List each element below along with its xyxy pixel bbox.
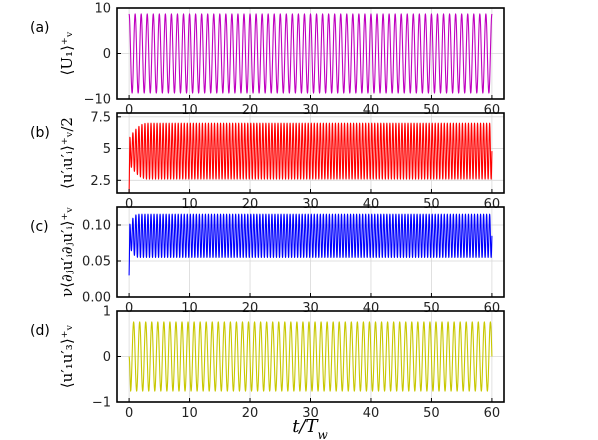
- y-tick-label: 0: [103, 47, 111, 62]
- x-tick-label: 60: [484, 406, 501, 421]
- y-tick-label: −10: [84, 93, 111, 108]
- x-tick-label: 30: [302, 406, 319, 421]
- x-tick-label: 50: [423, 301, 440, 316]
- x-tick-label: 50: [423, 103, 440, 118]
- y-tick-label: 2.5: [90, 174, 111, 189]
- panel-label: (c): [30, 219, 49, 235]
- panel-d: 0 10 20 30 40 50 60 −1 0 1 (d) ⟨u′₁u′₃⟩⁺ᵥ: [30, 305, 505, 421]
- x-tick-label: 50: [423, 197, 440, 212]
- x-tick-label: 20: [242, 103, 259, 118]
- x-tick-label: 10: [181, 197, 198, 212]
- x-tick-label: 50: [423, 406, 440, 421]
- panel-label: (d): [30, 323, 50, 339]
- x-tick-label: 20: [242, 301, 259, 316]
- x-tick-label: 30: [302, 103, 319, 118]
- y-axis-label: ⟨U₁⟩⁺ᵥ: [58, 31, 76, 75]
- series-line-0: [128, 122, 493, 194]
- x-tick-label: 20: [242, 406, 259, 421]
- y-tick-label: 0: [103, 350, 111, 365]
- x-tick-label: 20: [242, 197, 259, 212]
- x-tick-label: 0: [125, 406, 133, 421]
- x-axis-label: t/Tw: [292, 416, 328, 440]
- series-line-0: [128, 213, 493, 276]
- x-tick-label: 40: [363, 103, 380, 118]
- panel-label: (b): [30, 125, 50, 141]
- y-tick-label: 0.00: [82, 291, 111, 306]
- panel-a: 0 10 20 30 40 50 60 −10 0 10 (a) ⟨U₁⟩⁺ᵥ: [30, 2, 505, 118]
- y-tick-label: 10: [94, 2, 111, 17]
- y-tick-label: 1: [103, 305, 111, 320]
- x-tick-label: 10: [181, 301, 198, 316]
- x-tick-label: 40: [363, 301, 380, 316]
- y-tick-label: −1: [92, 396, 111, 411]
- panel-c: 0 10 20 30 40 50 60 0.00 0.05 0.10 (c) ν⟨∂ⱼu′ᵢ∂ⱼu′ᵢ…: [30, 206, 505, 316]
- y-axis-label: ⟨u′ᵢu′ᵢ⟩⁺ᵥ/2: [58, 117, 76, 189]
- x-tick-label: 10: [181, 103, 198, 118]
- x-tick-label: 40: [363, 406, 380, 421]
- x-tick-label: 0: [125, 197, 133, 212]
- panel-b: 0 10 20 30 40 50 60 2.5 5 7.5 (b) ⟨u′ᵢu′ᵢ⟩⁺ᵥ/2: [30, 110, 505, 212]
- y-tick-label: 0.05: [82, 255, 111, 270]
- x-tick-label: 30: [302, 197, 319, 212]
- y-axis-label: ν⟨∂ⱼu′ᵢ∂ⱼu′ᵢ⟩⁺ᵥ: [58, 207, 76, 297]
- x-tick-label: 60: [484, 103, 501, 118]
- series-line-0: [128, 13, 493, 94]
- panel-label: (a): [30, 20, 50, 36]
- x-tick-label: 0: [125, 103, 133, 118]
- y-tick-label: 5: [103, 142, 111, 157]
- x-tick-label: 0: [125, 301, 133, 316]
- y-tick-label: 7.5: [90, 110, 111, 125]
- series-line-0: [128, 321, 493, 392]
- x-tick-label: 30: [302, 301, 319, 316]
- y-tick-label: 0.10: [82, 219, 111, 234]
- x-tick-label: 60: [484, 197, 501, 212]
- y-axis-label: ⟨u′₁u′₃⟩⁺ᵥ: [58, 324, 76, 388]
- x-tick-label: 40: [363, 197, 380, 212]
- x-tick-label: 60: [484, 301, 501, 316]
- x-tick-label: 10: [181, 406, 198, 421]
